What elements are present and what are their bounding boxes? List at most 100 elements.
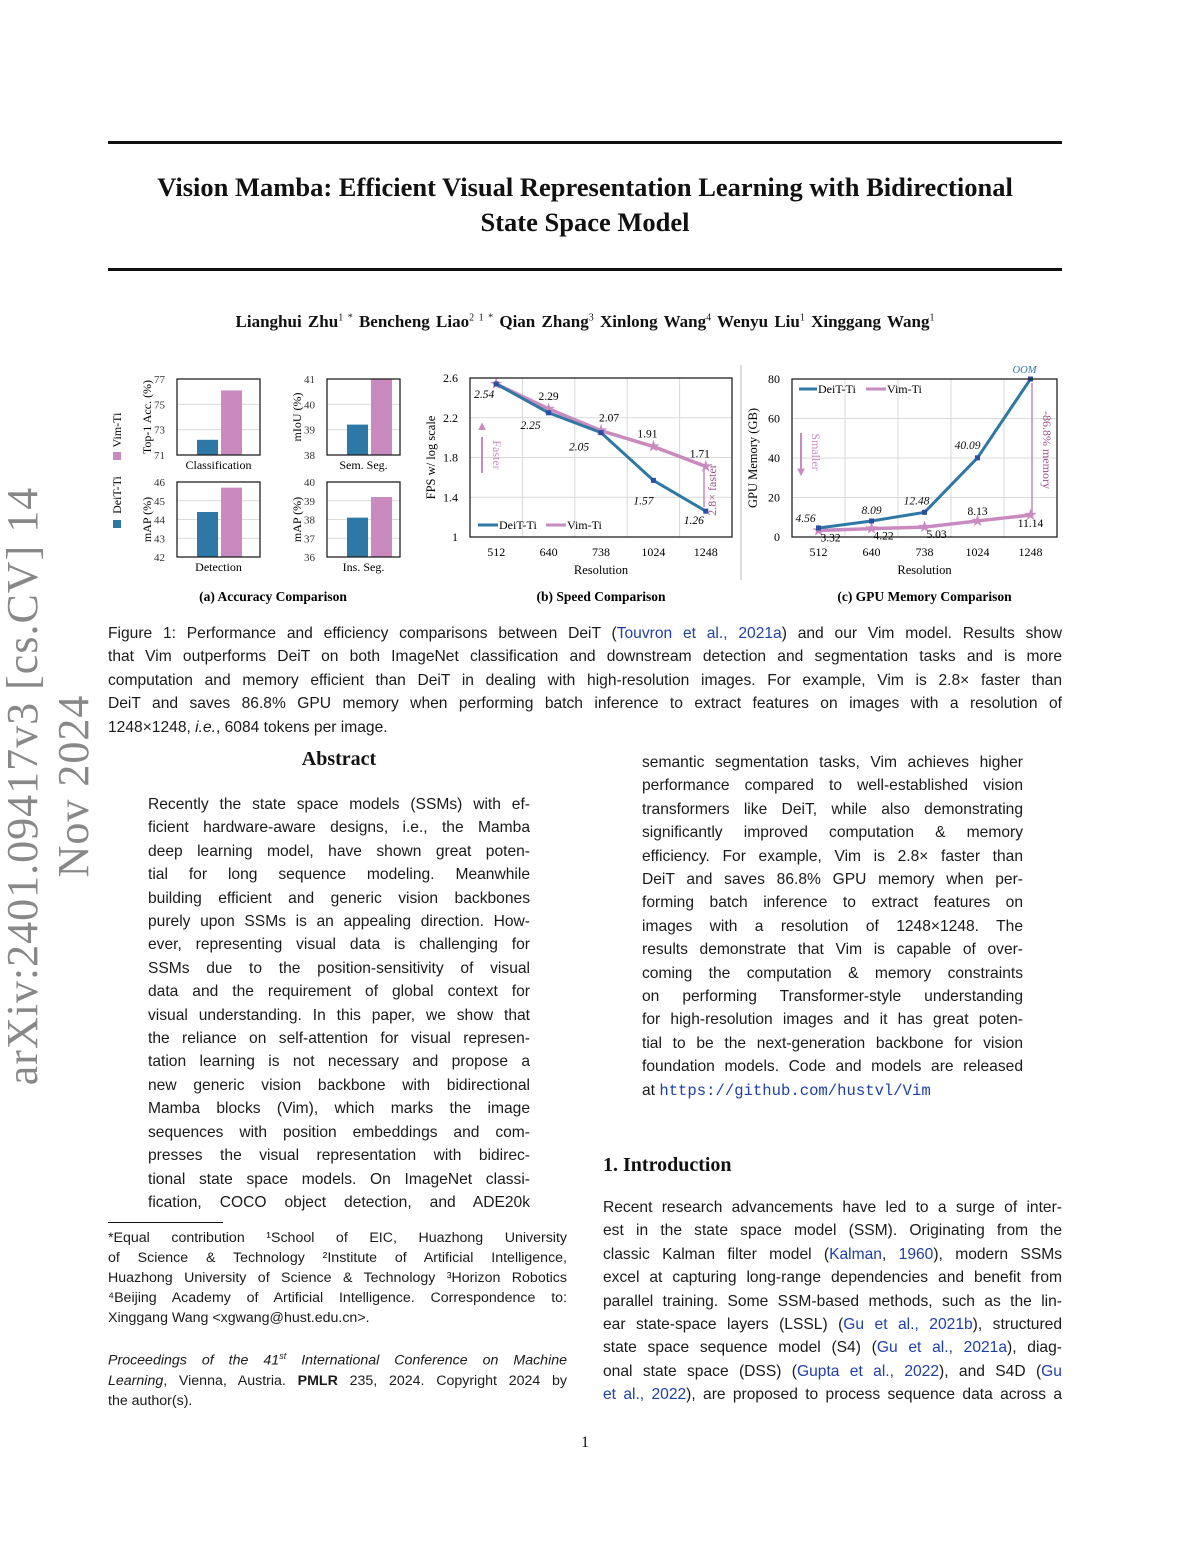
citation-link[interactable]: Touvron et al., <box>616 625 728 642</box>
text-line: transformers like DeiT, while also demon… <box>642 800 1023 818</box>
citation-link[interactable]: 1960 <box>898 1245 934 1263</box>
text-line: the reliance on self-attention for visua… <box>148 1030 530 1048</box>
data-point-star: ★ <box>646 439 660 456</box>
data-point-marker <box>816 525 821 531</box>
x-tick-label: 1248 <box>694 545 718 559</box>
text-line: state space sequence model (S4) (Gu et a… <box>603 1336 1062 1359</box>
legend-label: Vim-Ti <box>887 382 923 396</box>
x-tick-label: 512 <box>487 545 505 559</box>
legend-swatch-deit-ti <box>113 520 121 528</box>
text-line: et al., 2022), are proposed to process s… <box>603 1383 1062 1406</box>
data-point-star: ★ <box>1023 507 1037 524</box>
text-span: i.e. <box>195 718 216 736</box>
legend-label: DeiT-Ti <box>818 382 856 396</box>
x-axis-label: Detection <box>195 560 242 574</box>
text-span <box>919 1316 929 1333</box>
text-line: purely upon SSMs is an appealing directi… <box>148 913 530 931</box>
annotation: Faster <box>490 440 504 469</box>
series-line-deit-ti <box>495 382 707 513</box>
text-span: that Vim outperforms DeiT on both ImageN… <box>108 648 1062 666</box>
text-span: classic Kalman filter model ( <box>603 1245 830 1263</box>
text-span: parallel training. Some SSM-based method… <box>603 1292 1062 1310</box>
data-label: 12.48 <box>904 495 930 507</box>
x-axis-label: Resolution <box>897 563 952 577</box>
x-tick-label: 640 <box>540 545 558 559</box>
y-tick-label: 2.2 <box>443 411 458 425</box>
data-label: 4.56 <box>795 513 815 525</box>
text-line: sequences with position embeddings and c… <box>148 1123 530 1141</box>
data-label: 2.25 <box>521 420 541 432</box>
text-line: results demonstrate that Vim is capable … <box>642 941 1023 959</box>
code-link-line: at https://github.com/hustvl/Vim <box>642 1079 1023 1103</box>
citation-link[interactable]: 2021a <box>738 625 782 642</box>
x-axis-label: Ins. Seg. <box>343 560 385 574</box>
citation-link[interactable]: Gu et al., <box>843 1316 919 1334</box>
citation-link[interactable]: et al., <box>603 1386 645 1404</box>
text-line: parallel training. Some SSM-based method… <box>603 1290 1062 1313</box>
text-line: forming batch inference to extract featu… <box>642 894 1023 912</box>
title-line: Vision Mamba: Efficient Visual Represent… <box>157 172 1013 202</box>
abstract-text-continued: semantic segmentation tasks, Vim achieve… <box>642 751 1023 1103</box>
text-line: tial to be the next-generation backbone … <box>642 1034 1023 1052</box>
y-tick-label: 75 <box>154 399 166 411</box>
text-line: ⁴Beijing Academy of Artificial Intellige… <box>108 1290 567 1306</box>
citation-link[interactable]: 2021b <box>929 1316 973 1334</box>
subcaption: (b) Speed Comparison <box>536 589 666 604</box>
data-point-marker <box>703 508 709 514</box>
text-span <box>728 625 739 642</box>
bar-vim-ti <box>371 497 392 557</box>
text-span: Recent research advancements have led to… <box>603 1199 1062 1216</box>
citation-link[interactable]: 2021a <box>963 1339 1008 1357</box>
text-line: new generic vision backbone with bidirec… <box>148 1076 530 1094</box>
text-line: that Vim outperforms DeiT on both ImageN… <box>108 645 1062 668</box>
citation-link[interactable]: 2022 <box>904 1362 940 1380</box>
data-label: 2.54 <box>474 389 494 401</box>
citation-link[interactable]: Gupta et al., <box>796 1362 894 1380</box>
citation-link[interactable]: Gu et al., <box>876 1339 953 1357</box>
data-label: 1.71 <box>690 448 710 460</box>
text-span: at <box>642 1081 660 1099</box>
y-tick-label: 1 <box>452 530 458 544</box>
y-tick-label: 38 <box>304 450 316 462</box>
author-list: Lianghui Zhu1 * Bencheng Liao2 1 * Qian … <box>108 312 1062 332</box>
text-line: images with a resolution of 1248×1248. T… <box>642 917 1023 935</box>
data-point-marker <box>869 518 874 524</box>
text-line: Mamba blocks (Vim), which marks the imag… <box>148 1100 530 1118</box>
author-affiliation-mark: 4 <box>706 312 712 324</box>
x-axis-label: Classification <box>186 458 252 472</box>
text-line: efficiency. For example, Vim is 2.8× fas… <box>642 847 1023 865</box>
text-line: presses the visual representation with b… <box>148 1147 530 1165</box>
y-axis-label: GPU Memory (GB) <box>746 408 760 508</box>
text-line: foundation models. Code and models are r… <box>642 1058 1023 1076</box>
text-span: ), diag- <box>1007 1339 1062 1357</box>
footnotes: *Equal contribution ¹School of EIC, Huaz… <box>108 1228 567 1328</box>
data-point-star: ★ <box>699 458 713 475</box>
y-axis-label: FPS w/ log scale <box>424 415 438 499</box>
bar-vim-ti <box>221 487 242 557</box>
bar-vim-ti <box>371 379 392 455</box>
y-tick-label: 43 <box>154 533 166 545</box>
data-label: 1.26 <box>684 515 704 527</box>
subcaption: (c) GPU Memory Comparison <box>837 589 1012 604</box>
author-affiliation-mark: 3 <box>588 312 594 324</box>
author: Lianghui Zhu <box>235 312 339 331</box>
data-point-star: ★ <box>917 519 931 536</box>
plot-frame <box>326 481 401 558</box>
citation-link[interactable]: 2022 <box>651 1386 687 1404</box>
code-url-link[interactable]: https://github.com/hustvl/Vim <box>659 1081 931 1100</box>
text-line: 1248×1248, i.e., 6084 tokens per image. <box>108 716 1062 739</box>
paper-title: Vision Mamba: Efficient Visual Represent… <box>108 170 1062 240</box>
text-span: st <box>279 1351 287 1361</box>
text-line: computation and memory efficient than De… <box>108 669 1062 692</box>
annotation: -86.8% memory <box>1040 411 1054 489</box>
y-tick-label: 42 <box>154 552 165 564</box>
data-point-marker <box>922 509 927 515</box>
subcaption: (a) Accuracy Comparison <box>199 589 347 604</box>
annotation: 2.8× faster <box>705 464 719 515</box>
citation-link[interactable]: Gu <box>1041 1362 1062 1380</box>
text-line: performance compared to well-established… <box>642 777 1023 795</box>
legend-label: Vim-Ti <box>567 518 603 532</box>
citation-link[interactable]: Kalman <box>829 1245 882 1263</box>
text-span: est in the state space model (SSM). Orig… <box>603 1222 1062 1240</box>
text-span: ), and S4D ( <box>939 1362 1042 1380</box>
